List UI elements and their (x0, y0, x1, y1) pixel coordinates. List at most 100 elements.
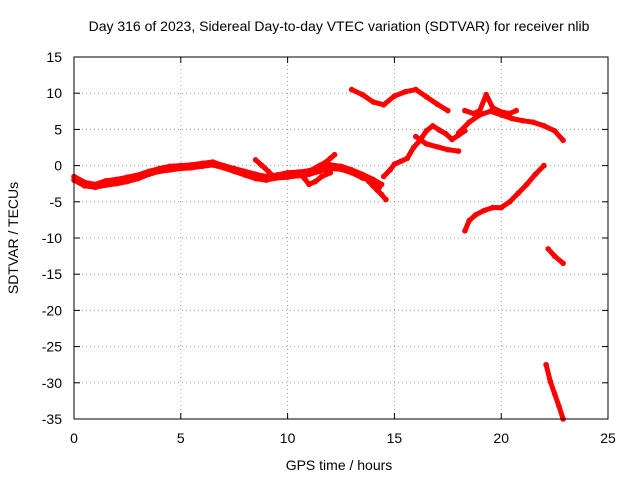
x-tick-label: 25 (600, 430, 616, 446)
data-point (506, 199, 513, 205)
data-point (423, 94, 430, 100)
data-point (265, 168, 272, 175)
series-drop-10-11 (295, 170, 334, 188)
data-point (327, 155, 334, 162)
data-point (445, 146, 451, 153)
data-point (434, 144, 440, 150)
data-point (547, 378, 554, 385)
data-point (113, 180, 120, 187)
data-point (543, 361, 549, 368)
data-point (423, 141, 430, 147)
data-point (445, 107, 451, 114)
data-point (323, 159, 329, 165)
series-segment-22-30 (543, 361, 566, 422)
data-point (301, 175, 308, 182)
y-tick-label: 10 (46, 85, 62, 101)
data-point (477, 107, 483, 114)
data-point (472, 212, 479, 218)
x-tick-label: 15 (387, 430, 403, 446)
data-point (506, 110, 513, 117)
data-point (481, 207, 487, 214)
data-point (252, 157, 259, 163)
y-tick-label: -35 (42, 411, 62, 427)
data-point (370, 183, 376, 189)
data-point (378, 191, 385, 198)
series-line (71, 159, 385, 187)
data-point (312, 178, 319, 185)
data-point (402, 89, 408, 95)
data-point (359, 171, 366, 178)
series-line (349, 87, 451, 114)
data-point (509, 115, 515, 122)
data-point (466, 217, 473, 224)
data-point (551, 390, 558, 397)
data-point (423, 128, 430, 134)
data-point (156, 165, 163, 172)
data-point (551, 128, 558, 134)
data-point (135, 172, 141, 178)
data-point (530, 119, 536, 125)
series-upper-arc-13-17 (348, 86, 451, 114)
data-point (331, 151, 338, 158)
data-point (284, 170, 291, 176)
data-point (231, 165, 237, 172)
data-point (524, 181, 530, 188)
y-tick-label: 0 (54, 158, 62, 174)
series-segment-22-13 (545, 246, 566, 267)
data-point (498, 204, 505, 211)
data-point (413, 133, 419, 140)
data-point (404, 155, 411, 162)
data-point (519, 117, 526, 124)
series-upper-band-19-20 (462, 91, 519, 117)
data-point (319, 173, 325, 180)
data-point (380, 102, 387, 108)
data-point (370, 176, 376, 183)
data-point (274, 172, 280, 178)
y-axis-label: SDTVAR / TECUs (5, 182, 21, 294)
data-point (269, 172, 276, 179)
data-point (387, 167, 393, 173)
data-point (442, 130, 449, 137)
data-point (348, 86, 355, 93)
data-point (252, 175, 259, 182)
data-point (220, 162, 227, 169)
y-tick-label: -5 (50, 194, 63, 210)
chart-title: Day 316 of 2023, Sidereal Day-to-day VTE… (89, 18, 590, 34)
data-point (124, 178, 131, 185)
y-tick-label: -25 (42, 339, 62, 355)
data-point (188, 162, 195, 168)
data-point (103, 178, 109, 184)
y-tick-label: 5 (54, 121, 62, 137)
series-rise-11-12 (310, 151, 338, 172)
x-tick-label: 5 (177, 430, 185, 446)
data-point (410, 144, 417, 151)
data-point (455, 148, 462, 154)
data-point (199, 160, 205, 167)
data-point (310, 166, 317, 172)
data-point (348, 167, 355, 173)
data-point (81, 179, 88, 186)
y-axis-ticks: 15 10 5 0 -5 -10 -15 -20 -25 -30 -35 (42, 49, 608, 427)
y-tick-label: -20 (42, 302, 62, 318)
data-point (462, 107, 468, 114)
data-point (466, 119, 473, 125)
data-point (560, 260, 566, 267)
y-tick-label: -30 (42, 375, 62, 391)
data-point (462, 228, 468, 234)
data-point (545, 246, 551, 252)
data-point (470, 110, 477, 117)
x-tick-label: 20 (493, 430, 509, 446)
data-point (124, 174, 131, 180)
data-point (295, 170, 302, 176)
data-point (513, 107, 519, 114)
data-point (146, 168, 152, 175)
data-point (316, 162, 323, 169)
data-point (413, 86, 419, 93)
y-tick-label: -15 (42, 266, 62, 282)
x-axis-ticks: 0 5 10 15 20 25 (70, 57, 616, 446)
data-point (366, 178, 372, 185)
data-point (489, 104, 496, 111)
data-point (338, 163, 344, 170)
data-point (532, 171, 539, 178)
data-point (380, 173, 387, 180)
